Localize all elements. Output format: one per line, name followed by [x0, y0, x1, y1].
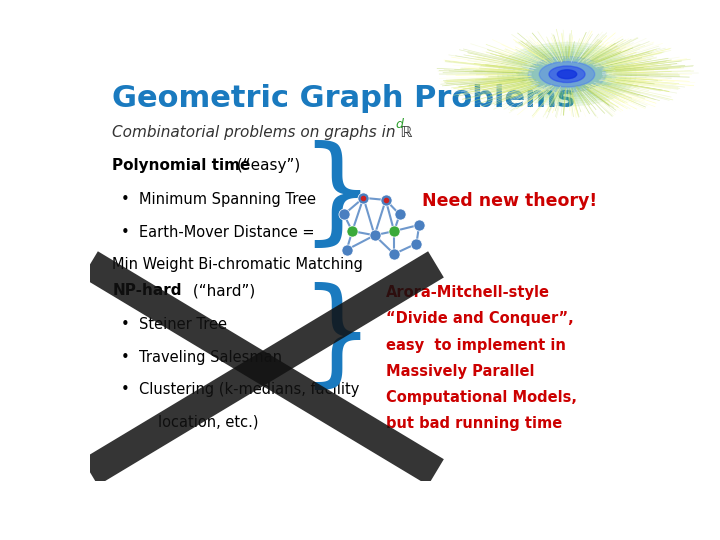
Text: Arora-Mitchell-style: Arora-Mitchell-style — [386, 285, 550, 300]
Circle shape — [539, 62, 595, 87]
Text: }: } — [300, 140, 374, 255]
Text: NP-hard: NP-hard — [112, 283, 182, 298]
Text: Combinatorial problems on graphs in ℝ: Combinatorial problems on graphs in ℝ — [112, 125, 413, 140]
Text: •  Steiner Tree: • Steiner Tree — [121, 317, 227, 332]
Text: }: } — [300, 282, 374, 397]
Text: Polynomial time: Polynomial time — [112, 158, 251, 173]
Text: d: d — [396, 118, 404, 131]
Circle shape — [557, 70, 577, 79]
Text: Min Weight Bi-chromatic Matching: Min Weight Bi-chromatic Matching — [112, 258, 363, 272]
Text: Geometric Graph Problems: Geometric Graph Problems — [112, 84, 575, 112]
Circle shape — [528, 57, 606, 92]
Text: •  Traveling Salesman: • Traveling Salesman — [121, 349, 282, 364]
Text: (“easy”): (“easy”) — [233, 158, 300, 173]
Circle shape — [513, 49, 621, 99]
Circle shape — [549, 66, 585, 83]
Text: location, etc.): location, etc.) — [121, 415, 258, 429]
Text: •  Earth-Mover Distance =: • Earth-Mover Distance = — [121, 225, 314, 240]
Text: Computational Models,: Computational Models, — [386, 390, 577, 405]
Text: “Divide and Conquer”,: “Divide and Conquer”, — [386, 312, 574, 326]
Text: easy  to implement in: easy to implement in — [386, 338, 566, 353]
Circle shape — [532, 58, 602, 90]
Text: but bad running time: but bad running time — [386, 416, 562, 431]
Circle shape — [527, 56, 606, 92]
Circle shape — [518, 52, 616, 97]
Text: Need new theory!: Need new theory! — [422, 192, 597, 210]
Circle shape — [523, 54, 611, 94]
Circle shape — [508, 47, 626, 102]
Circle shape — [518, 52, 616, 97]
Text: (“hard”): (“hard”) — [188, 283, 255, 298]
Text: •  Minimum Spanning Tree: • Minimum Spanning Tree — [121, 192, 315, 207]
Text: Massively Parallel: Massively Parallel — [386, 364, 534, 379]
Circle shape — [498, 43, 636, 106]
Circle shape — [503, 45, 631, 104]
Text: •  Clustering (k-medians, facility: • Clustering (k-medians, facility — [121, 382, 359, 397]
